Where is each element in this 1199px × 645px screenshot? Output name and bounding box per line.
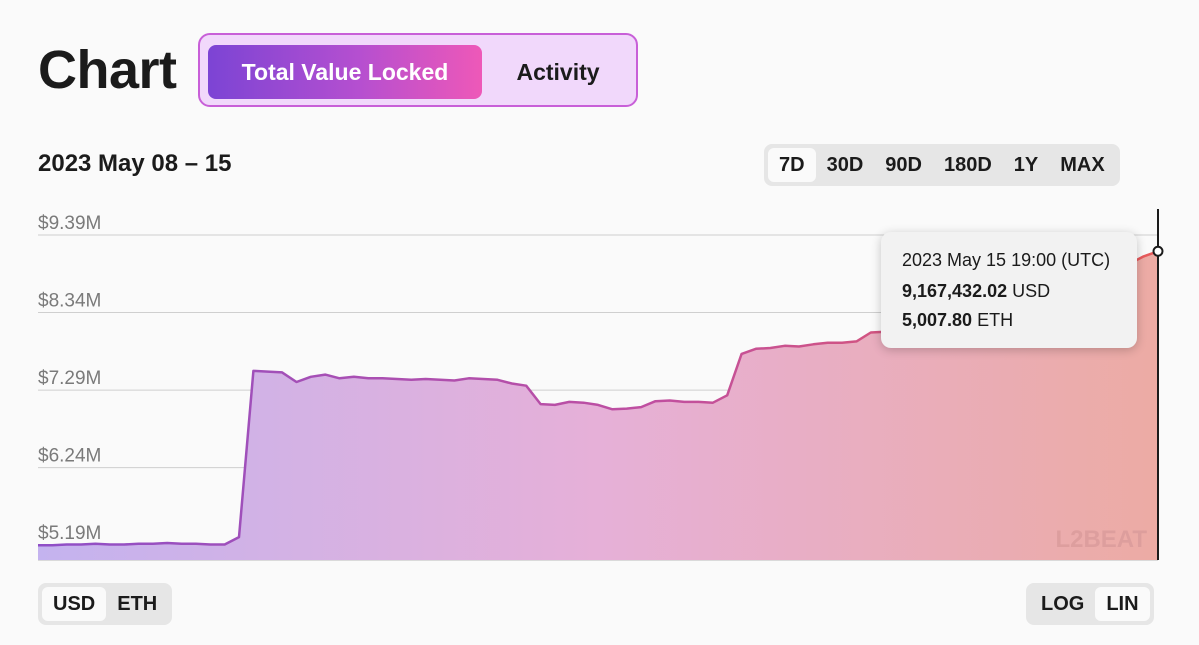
tab-total-value-locked[interactable]: Total Value Locked <box>208 45 482 99</box>
range-max-button[interactable]: MAX <box>1060 153 1105 176</box>
page-title: Chart <box>38 40 177 100</box>
y-tick-label: $8.34M <box>38 291 101 312</box>
range-30d-button[interactable]: 30D <box>826 153 864 176</box>
time-range-selector: 7D 30D 90D 180D 1Y MAX <box>764 144 1120 186</box>
range-7d-button[interactable]: 7D <box>768 148 816 182</box>
unit-eth-button[interactable]: ETH <box>117 592 158 615</box>
y-tick-label: $7.29M <box>38 368 101 389</box>
range-90d-button[interactable]: 90D <box>885 153 922 176</box>
cursor-point <box>1152 245 1164 257</box>
y-tick-label: $9.39M <box>38 213 101 234</box>
tooltip-eth-value: 5,007.80 <box>902 310 973 330</box>
hover-cursor <box>1152 209 1164 560</box>
range-1y-button[interactable]: 1Y <box>1013 153 1039 176</box>
unit-selector: USD ETH <box>38 583 173 625</box>
y-tick-label: $5.19M <box>38 523 101 544</box>
scale-lin-button[interactable]: LIN <box>1095 587 1150 621</box>
y-tick-label: $6.24M <box>38 446 101 467</box>
chart-tooltip: 2023 May 15 19:00 (UTC) 9,167,432.02 USD… <box>881 232 1137 348</box>
tvl-chart[interactable]: $5.19M $6.24M $7.29M $8.34M $9.39M L2BEAT <box>0 195 1199 570</box>
scale-selector: LOG LIN <box>1026 583 1154 625</box>
tooltip-time: 2023 May 15 19:00 (UTC) <box>902 250 1111 270</box>
range-180d-button[interactable]: 180D <box>943 153 992 176</box>
unit-usd-button[interactable]: USD <box>42 587 107 621</box>
tooltip-usd-unit: USD <box>1012 281 1051 301</box>
scale-log-button[interactable]: LOG <box>1041 592 1085 615</box>
tab-activity[interactable]: Activity <box>516 58 600 85</box>
tooltip-eth: 5,007.80 ETH <box>902 310 1137 331</box>
tooltip-usd-value: 9,167,432.02 <box>902 281 1008 301</box>
watermark-logo: L2BEAT <box>1055 526 1147 553</box>
tooltip-eth-unit: ETH <box>977 310 1014 330</box>
chart-type-tabs: Total Value Locked Activity <box>198 33 638 107</box>
y-axis-ticks: $5.19M $6.24M $7.29M $8.34M $9.39M <box>38 213 101 544</box>
tooltip-usd: 9,167,432.02 USD <box>902 281 1137 302</box>
date-range-label: 2023 May 08 – 15 <box>38 150 232 177</box>
